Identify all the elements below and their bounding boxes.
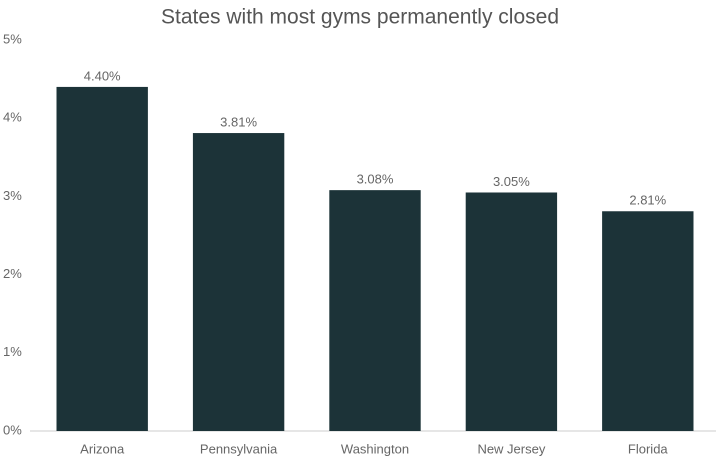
bar [329,190,421,431]
value-label: 3.81% [220,114,257,129]
y-tick-label: 5% [3,31,22,46]
value-label: 3.08% [357,172,394,187]
bar [465,192,558,431]
x-tick-label: Pennsylvania [200,441,278,456]
x-tick-label: Washington [341,441,409,456]
bar [56,86,148,432]
value-label: 2.81% [629,193,666,208]
y-tick-label: 1% [3,344,22,359]
bar [192,133,285,432]
x-tick-label: Arizona [80,441,125,456]
chart-title: States with most gyms permanently closed [161,6,559,29]
bar [602,211,694,431]
y-tick-label: 2% [3,266,22,281]
y-tick-label: 3% [3,188,22,203]
value-label: 3.05% [493,174,530,189]
y-tick-label: 0% [3,422,22,437]
value-label: 4.40% [84,68,121,83]
x-tick-label: Florida [628,441,669,456]
x-tick-label: New Jersey [477,441,545,456]
y-tick-label: 4% [3,110,22,125]
